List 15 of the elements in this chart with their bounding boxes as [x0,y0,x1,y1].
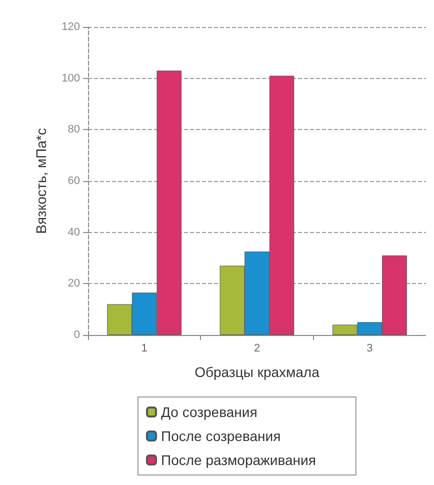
y-tick-label: 100 [62,72,80,84]
x-tick-label: 3 [366,342,373,354]
y-tick-label: 120 [62,21,80,33]
y-tick-label: 20 [68,278,80,290]
y-tick-label: 80 [68,124,80,136]
x-tick-label: 1 [141,342,148,354]
legend-label: До созревания [161,404,258,420]
y-axis-title: Вязкость, мПа*с [33,128,49,234]
y-tick-label: 40 [68,226,80,238]
legend-label: После размораживания [161,452,316,468]
y-tick-label: 60 [68,175,80,187]
x-tick-label: 2 [254,342,260,354]
y-tick-label: 0 [74,329,80,341]
x-axis-title: Образцы крахмала [194,364,320,380]
legend-label: После созревания [161,428,281,444]
